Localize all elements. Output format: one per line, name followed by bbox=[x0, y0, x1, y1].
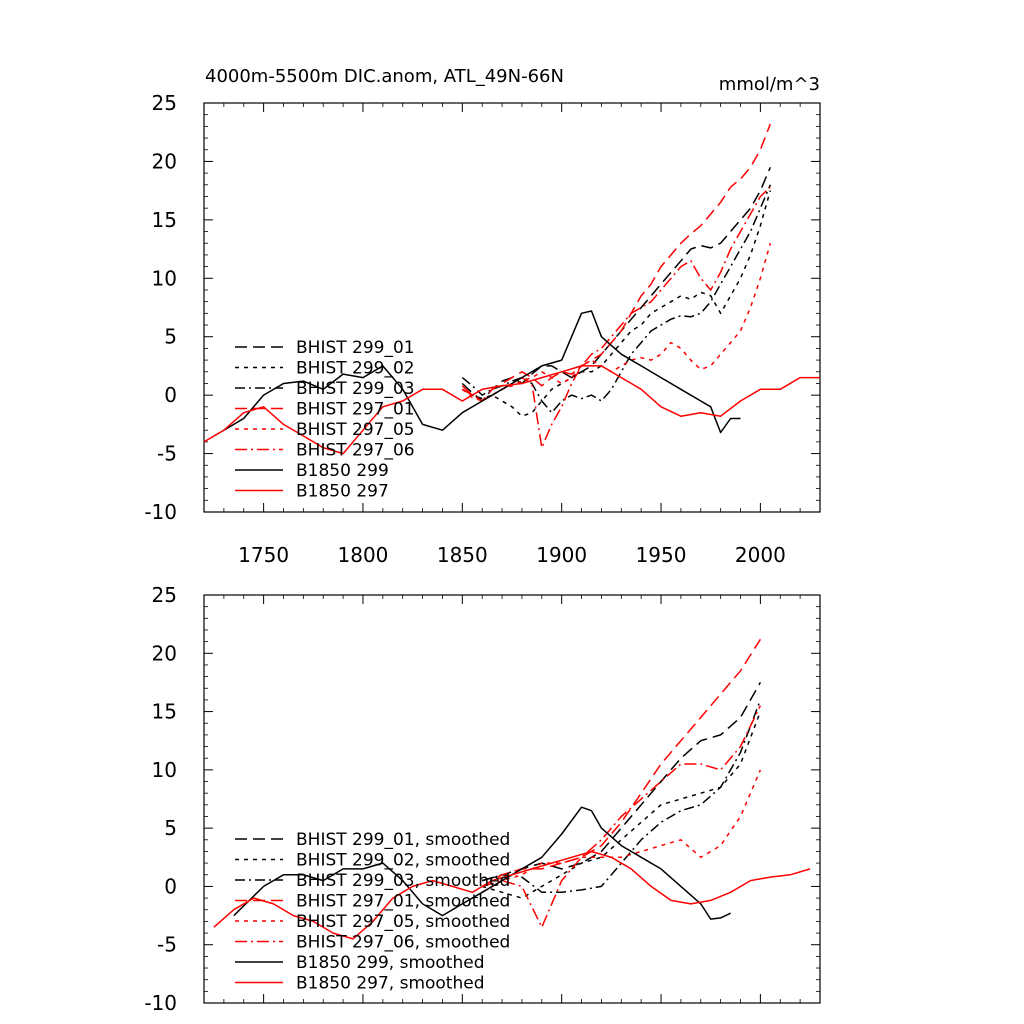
legend-label: B1850 299, smoothed bbox=[296, 953, 485, 973]
series-line-8 bbox=[213, 850, 811, 940]
y-tick-label: -10 bbox=[144, 500, 177, 524]
legend-label: BHIST 297_01, smoothed bbox=[296, 892, 510, 912]
legend-label: BHIST 297_06, smoothed bbox=[296, 933, 510, 953]
plot-frame bbox=[203, 594, 821, 1004]
series-line-1 bbox=[481, 682, 762, 882]
legend-label: BHIST 297_06 bbox=[296, 441, 415, 461]
y-tick-label: 10 bbox=[152, 266, 177, 290]
y-tick-label: 20 bbox=[152, 641, 177, 665]
y-tick-label: 5 bbox=[164, 325, 177, 349]
series-line-4 bbox=[481, 638, 762, 888]
series-line-3 bbox=[461, 184, 771, 414]
x-tick-label: 2000 bbox=[735, 543, 786, 567]
series-line-3 bbox=[481, 699, 762, 894]
y-tick-label: 0 bbox=[164, 383, 177, 407]
y-tick-label: 15 bbox=[152, 700, 177, 724]
series-line-6 bbox=[481, 705, 762, 928]
y-tick-label: 15 bbox=[152, 208, 177, 232]
y-tick-label: 25 bbox=[152, 91, 177, 115]
chart-title: 4000m-5500m DIC.anom, ATL_49N-66N bbox=[205, 66, 564, 87]
y-tick-label: 5 bbox=[164, 816, 177, 840]
legend-label: BHIST 299_02 bbox=[296, 359, 415, 379]
y-tick-label: 0 bbox=[164, 874, 177, 898]
x-tick-label: 1800 bbox=[338, 543, 389, 567]
legend-label: BHIST 299_01 bbox=[296, 338, 415, 358]
series-line-1 bbox=[461, 167, 771, 402]
legend-label: BHIST 299_03, smoothed bbox=[296, 871, 510, 891]
y-tick-label: -5 bbox=[157, 442, 177, 466]
series-line-5 bbox=[461, 242, 772, 402]
x-tick-label: 1750 bbox=[238, 543, 289, 567]
series-line-5 bbox=[481, 769, 762, 893]
top-panel: -10 -5 0 5 10 15 20 25 1750 1800 1850 1900 1950 2000 B… bbox=[144, 91, 821, 567]
legend-label: B1850 297, smoothed bbox=[296, 974, 485, 994]
legend-label: BHIST 297_01 bbox=[296, 400, 415, 420]
legend-label: BHIST 297_05, smoothed bbox=[296, 912, 510, 932]
series-line-7 bbox=[223, 310, 741, 434]
x-tick-label: 1900 bbox=[536, 543, 587, 567]
y-tick-label: 25 bbox=[152, 583, 177, 607]
y-tick-label: -5 bbox=[157, 933, 177, 957]
series-line-2 bbox=[481, 711, 762, 899]
plot-frame bbox=[203, 102, 821, 513]
y-tick-label: 10 bbox=[152, 758, 177, 782]
legend-label: BHIST 297_05 bbox=[296, 420, 415, 440]
series-line-2 bbox=[461, 190, 772, 417]
x-tick-label: 1950 bbox=[636, 543, 687, 567]
y-tick-label: 20 bbox=[152, 149, 177, 173]
chart-units: mmol/m^3 bbox=[719, 74, 820, 95]
legend-label: BHIST 299_01, smoothed bbox=[296, 830, 510, 850]
legend-label: B1850 297 bbox=[296, 482, 389, 502]
series-line-4 bbox=[461, 123, 771, 402]
legend-label: BHIST 299_03 bbox=[296, 379, 415, 399]
series-line-6 bbox=[461, 186, 771, 449]
y-tick-label: -10 bbox=[144, 991, 177, 1015]
legend-label: BHIST 299_02, smoothed bbox=[296, 851, 510, 871]
x-tick-label: 1850 bbox=[437, 543, 488, 567]
series-line-8 bbox=[203, 365, 820, 455]
legend-label: B1850 299 bbox=[296, 461, 389, 481]
